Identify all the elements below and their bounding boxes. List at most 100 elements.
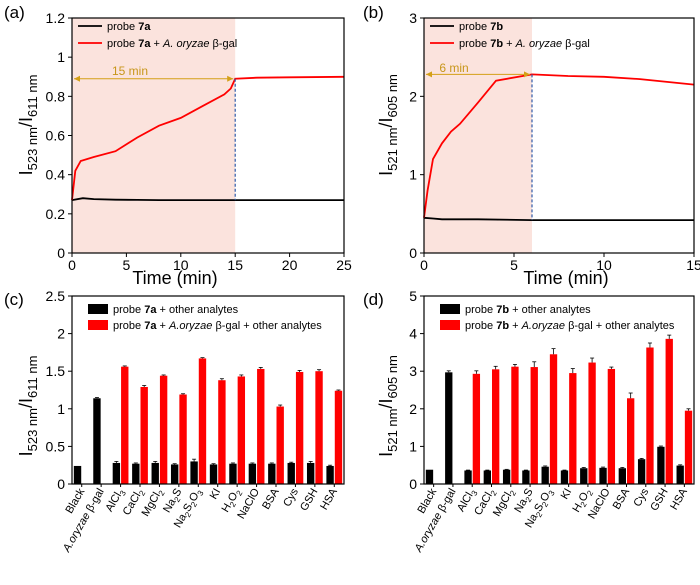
bar-enzyme — [607, 368, 616, 484]
legend-label: probe 7b + other analytes — [465, 304, 591, 316]
category-label: MgCl2 — [491, 486, 518, 520]
category-label: H2O2 — [570, 486, 595, 515]
duration-arrowhead-left — [426, 71, 432, 78]
category-label: GSH — [298, 486, 320, 513]
legend-label: probe 7b + A.oryzae β-gal + other analyt… — [465, 320, 675, 332]
bar-probe — [599, 467, 607, 484]
category-label: BSA — [260, 486, 282, 512]
bar-probe — [618, 468, 626, 484]
y-tick-label: 0 — [409, 245, 417, 261]
bar-enzyme — [198, 358, 207, 484]
bar-enzyme — [218, 380, 226, 484]
bar-enzyme — [588, 362, 596, 484]
bar-probe — [93, 398, 101, 484]
y-tick-label: 2 — [409, 401, 417, 417]
bar-enzyme — [472, 373, 481, 484]
axes-frame — [423, 17, 695, 254]
category-label: KI — [208, 487, 224, 502]
bar-probe — [637, 459, 646, 484]
y-tick-label: 0.4 — [46, 167, 66, 183]
bar-enzyme — [334, 390, 343, 484]
legend-swatch — [88, 320, 108, 330]
category-label: MgCl2 — [140, 486, 167, 520]
y-tick-label: 1.5 — [46, 363, 66, 379]
y-tick-label: 1.2 — [46, 10, 66, 26]
duration-arrowhead-left — [74, 75, 80, 82]
axes-frame — [71, 295, 345, 485]
bar-enzyme — [511, 366, 519, 484]
y-tick-label: 0 — [409, 476, 417, 492]
bar-probe — [190, 461, 198, 484]
legend-label: probe 7a — [107, 21, 151, 33]
bar-probe — [287, 462, 295, 484]
bar-enzyme — [276, 406, 284, 484]
legend-label: probe 7b + A. oryzae β-gal — [459, 38, 590, 50]
bar-enzyme — [237, 376, 246, 484]
bar-probe — [248, 463, 257, 484]
x-tick-label: 0 — [68, 257, 76, 273]
bar-probe — [425, 469, 434, 484]
y-tick-label: 1 — [409, 167, 417, 183]
bar-enzyme — [140, 386, 148, 484]
category-label: KI — [559, 487, 575, 502]
bar-probe — [522, 470, 530, 484]
category-label: HSA — [318, 486, 340, 512]
bar-probe — [541, 466, 549, 484]
legend-label: probe 7b — [459, 21, 503, 33]
y-tick-label: 1 — [57, 401, 65, 417]
panel-c-label: (c) — [4, 290, 24, 309]
bar-probe — [306, 462, 315, 484]
category-label: GSH — [648, 486, 670, 513]
bar-probe — [209, 464, 218, 484]
x-tick-label: 0 — [420, 257, 428, 273]
series-line-enzyme — [423, 73, 695, 218]
bar-enzyme — [179, 394, 187, 484]
y-tick-label: 0.2 — [46, 206, 66, 222]
x-tick-label: 20 — [282, 257, 298, 273]
bar-probe — [132, 463, 140, 484]
category-label: H2O2 — [220, 486, 245, 515]
bar-enzyme — [627, 398, 635, 484]
category-label: BSA — [611, 486, 633, 512]
bar-probe — [464, 470, 472, 484]
legend-swatch — [88, 304, 108, 314]
panel-b-annotation: 6 min — [439, 61, 468, 75]
y-tick-label: 0 — [57, 476, 65, 492]
duration-arrowhead-right — [524, 71, 530, 78]
bar-enzyme — [295, 371, 304, 484]
shaded-region — [72, 18, 236, 253]
bar-enzyme — [121, 366, 129, 484]
bar-enzyme — [569, 373, 577, 484]
panel-a: (a) 0 5 10 15 20 25 0 0.2 0.4 0.6 0.8 1 1.2 probe 7a p… — [4, 3, 352, 288]
legend-swatch — [440, 320, 460, 330]
duration-arrowhead-right — [227, 75, 234, 82]
bar-probe — [502, 469, 511, 484]
panel-b: (b) 0 5 10 15 0 1 2 3 probe 7b probe 7b + A. oryz… — [363, 3, 700, 288]
y-tick-label: 3 — [409, 363, 417, 379]
legend-label: probe 7a + A.oryzae β-gal + other analyt… — [113, 320, 322, 332]
x-tick-label: 10 — [596, 257, 612, 273]
panel-a-annotation: 15 min — [112, 64, 148, 78]
bar-probe — [151, 462, 159, 484]
bar-probe — [170, 464, 179, 484]
bar-enzyme — [159, 375, 168, 484]
y-tick-label: 1 — [57, 49, 65, 65]
bar-enzyme — [646, 347, 654, 484]
bar-probe — [445, 372, 453, 484]
x-tick-label: 10 — [173, 257, 189, 273]
panel-d-ylabel: I521 nm/I605 nm — [376, 355, 400, 457]
y-tick-label: 5 — [409, 288, 417, 304]
series-line-probe — [71, 197, 344, 201]
bar-probe — [560, 470, 569, 484]
bar-probe — [483, 470, 491, 484]
bar-enzyme — [315, 371, 323, 484]
y-tick-label: 3 — [409, 10, 417, 26]
shaded-region — [424, 18, 532, 253]
legend-label: probe 7a + A. oryzae β-gal — [107, 38, 237, 50]
series-line-enzyme — [71, 75, 345, 201]
bar-enzyme — [684, 410, 693, 484]
